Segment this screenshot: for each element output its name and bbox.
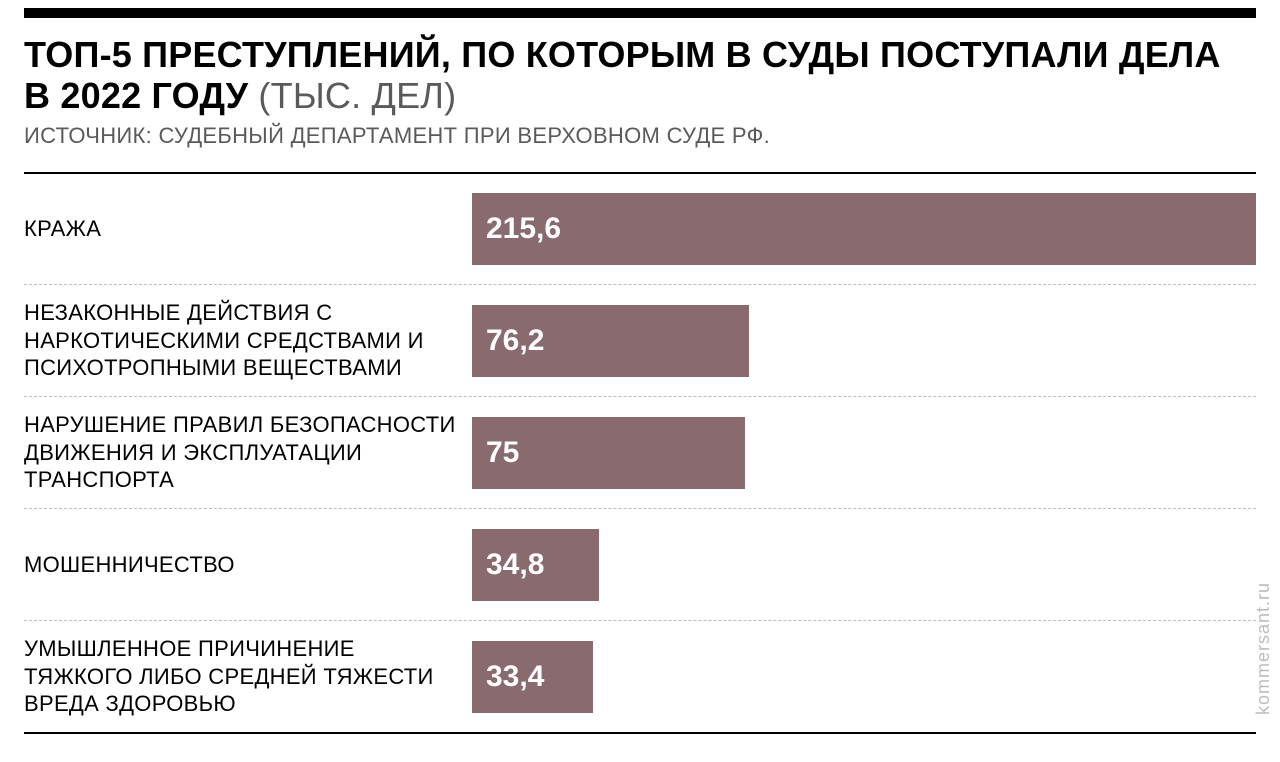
row-label: УМЫШЛЕННОЕ ПРИЧИНЕНИЕ ТЯЖКОГО ЛИБО СРЕДН…	[24, 635, 472, 718]
top-rule	[24, 8, 1256, 18]
bar: 215,6	[472, 193, 1256, 265]
bar: 34,8	[472, 529, 599, 601]
bar: 33,4	[472, 641, 593, 713]
row-bar-cell: 76,2	[472, 285, 1256, 396]
chart-title: ТОП-5 ПРЕСТУПЛЕНИЙ, ПО КОТОРЫМ В СУДЫ ПО…	[24, 34, 1256, 117]
watermark: kommersant.ru	[1253, 582, 1274, 715]
chart-row: КРАЖА 215,6	[24, 172, 1256, 284]
chart-row: НЕЗАКОННЫЕ ДЕЙСТВИЯ С НАРКОТИЧЕСКИМИ СРЕ…	[24, 284, 1256, 396]
title-unit: (ТЫС. ДЕЛ)	[248, 75, 456, 116]
bar: 76,2	[472, 305, 749, 377]
bar-value-label: 75	[486, 436, 519, 470]
bar: 75	[472, 417, 745, 489]
row-bar-cell: 34,8	[472, 509, 1256, 620]
bar-value-label: 76,2	[486, 324, 544, 358]
bottom-rule	[24, 732, 1256, 734]
bar-value-label: 33,4	[486, 660, 544, 694]
title-block: ТОП-5 ПРЕСТУПЛЕНИЙ, ПО КОТОРЫМ В СУДЫ ПО…	[24, 34, 1256, 149]
row-label: НАРУШЕНИЕ ПРАВИЛ БЕЗОПАСНОСТИ ДВИЖЕНИЯ И…	[24, 411, 472, 494]
chart-container: ТОП-5 ПРЕСТУПЛЕНИЙ, ПО КОТОРЫМ В СУДЫ ПО…	[0, 0, 1280, 762]
row-bar-cell: 33,4	[472, 621, 1256, 732]
bar-value-label: 215,6	[486, 212, 561, 246]
row-bar-cell: 75	[472, 397, 1256, 508]
chart-row: НАРУШЕНИЕ ПРАВИЛ БЕЗОПАСНОСТИ ДВИЖЕНИЯ И…	[24, 396, 1256, 508]
title-bold: ТОП-5 ПРЕСТУПЛЕНИЙ, ПО КОТОРЫМ В СУДЫ ПО…	[24, 34, 1221, 116]
row-label: КРАЖА	[24, 215, 472, 243]
chart-row: УМЫШЛЕННОЕ ПРИЧИНЕНИЕ ТЯЖКОГО ЛИБО СРЕДН…	[24, 620, 1256, 732]
chart-rows: КРАЖА 215,6 НЕЗАКОННЫЕ ДЕЙСТВИЯ С НАРКОТИЧ…	[24, 172, 1256, 732]
source-line: ИСТОЧНИК: СУДЕБНЫЙ ДЕПАРТАМЕНТ ПРИ ВЕРХО…	[24, 123, 1256, 149]
row-label: МОШЕННИЧЕСТВО	[24, 551, 472, 579]
chart-row: МОШЕННИЧЕСТВО 34,8	[24, 508, 1256, 620]
bar-value-label: 34,8	[486, 548, 544, 582]
row-label: НЕЗАКОННЫЕ ДЕЙСТВИЯ С НАРКОТИЧЕСКИМИ СРЕ…	[24, 299, 472, 382]
row-bar-cell: 215,6	[472, 174, 1256, 284]
